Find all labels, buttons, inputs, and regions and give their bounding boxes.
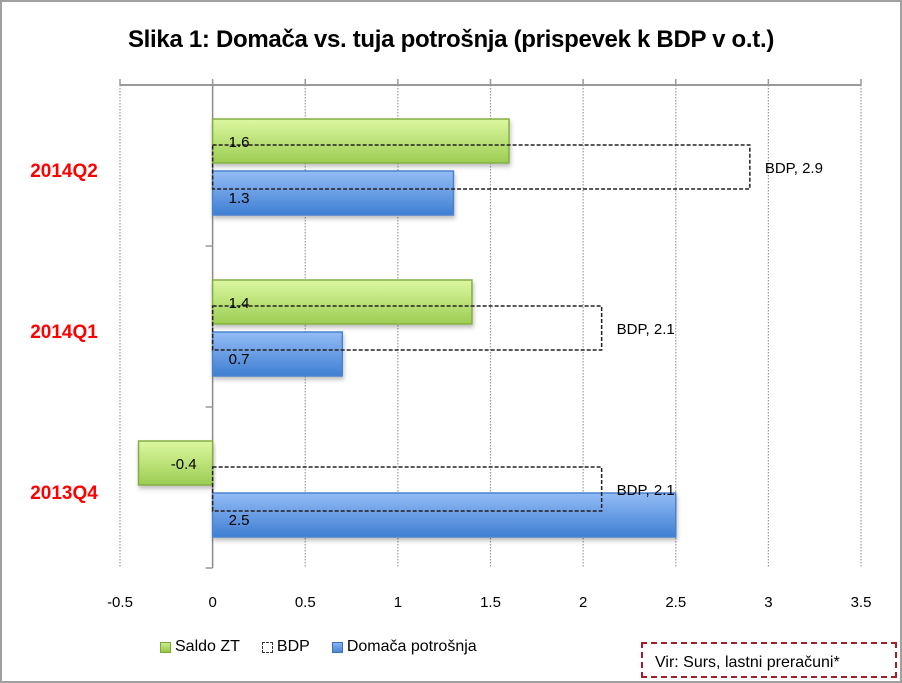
bar-domaca-potrosnja	[211, 331, 344, 377]
legend-item-bdp: BDP	[261, 638, 310, 656]
bar-bdp	[211, 466, 603, 512]
data-label-saldo-zt: 1.4	[229, 295, 250, 312]
data-labels: 1.6 BDP, 2.9 1.3 1.4 BDP, 2.1 0.7 -0.4 BDP, 2.1…	[171, 134, 823, 529]
category-label: 2013Q4	[30, 483, 98, 504]
data-label-saldo-zt: -0.4	[171, 456, 197, 473]
x-tick-label: 3.5	[851, 594, 872, 611]
axes	[119, 79, 862, 569]
legend-item-saldo-zt: Saldo ZT	[160, 638, 240, 656]
bars	[137, 118, 751, 538]
data-label-bdp: BDP, 2.1	[617, 482, 675, 499]
x-tick-label: 1.5	[480, 594, 501, 611]
data-label-domaca-potrosnja: 1.3	[229, 190, 250, 207]
bar-bdp	[211, 305, 603, 351]
category-labels: 2014Q2 2014Q1 2013Q4	[30, 161, 98, 504]
data-label-domaca-potrosnja: 0.7	[229, 351, 250, 368]
bar-domaca-potrosnja	[211, 170, 455, 216]
category-label: 2014Q1	[30, 322, 98, 343]
bar-saldo-zt	[211, 118, 510, 164]
x-tick-label: -0.5	[107, 594, 133, 611]
x-tick-label: 3	[764, 594, 772, 611]
x-tick-label: 0.5	[295, 594, 316, 611]
bar-bdp	[211, 144, 751, 190]
legend-swatch-bdp	[261, 641, 273, 653]
data-label-bdp: BDP, 2.1	[617, 321, 675, 338]
x-tick-labels: -0.5 0 0.5 1 1.5 2 2.5 3 3.5	[107, 594, 871, 611]
legend-swatch-saldo-zt	[160, 641, 171, 653]
data-label-bdp: BDP, 2.9	[765, 160, 823, 177]
bar-saldo-zt	[211, 279, 473, 325]
x-tick-label: 2	[579, 594, 587, 611]
category-label: 2014Q2	[30, 161, 98, 182]
x-tick-label: 2.5	[665, 594, 686, 611]
source-note: Vir: Surs, lastni preračuni*	[641, 642, 897, 678]
bar-domaca-potrosnja	[211, 492, 677, 538]
data-label-saldo-zt: 1.6	[229, 134, 250, 151]
x-tick-label: 1	[394, 594, 402, 611]
legend-label: Domača potrošnja	[346, 638, 477, 655]
legend-label: Saldo ZT	[175, 638, 240, 655]
data-label-domaca-potrosnja: 2.5	[229, 512, 250, 529]
x-tick-label: 0	[208, 594, 216, 611]
legend: Saldo ZT BDP Domača potrošnja	[160, 638, 499, 656]
chart-title: Slika 1: Domača vs. tuja potrošnja (pris…	[127, 26, 775, 53]
legend-item-domaca-potrosnja: Domača potrošnja	[331, 638, 477, 656]
bar-saldo-zt	[137, 440, 214, 486]
legend-swatch-domaca-potrosnja	[331, 641, 343, 653]
gridlines	[119, 85, 862, 568]
legend-label: BDP	[276, 638, 310, 655]
